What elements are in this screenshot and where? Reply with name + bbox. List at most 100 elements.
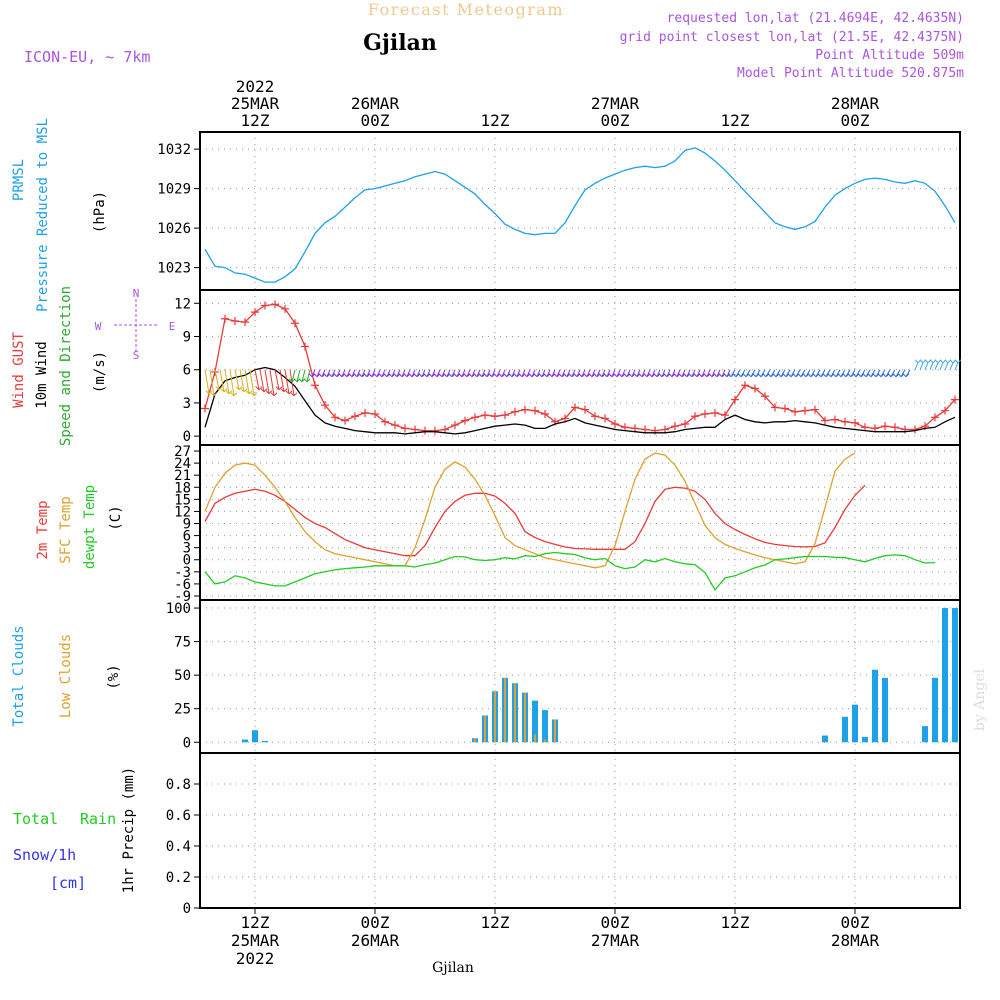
wind-direction-arrow	[264, 369, 273, 395]
y-tick-label: 9	[183, 330, 191, 346]
wind-direction-arrow	[209, 369, 218, 397]
gust-marker	[711, 408, 719, 417]
y-tick-label: -6	[174, 577, 191, 593]
top-time-label: 28MAR	[831, 94, 880, 113]
wind-direction-arrow	[723, 369, 731, 378]
info-model-altitude: Model Point Altitude 520.875m	[737, 66, 964, 81]
y-tick-label: 15	[174, 492, 191, 508]
gust-marker	[521, 405, 529, 414]
gust-marker	[251, 308, 259, 317]
gust-marker	[841, 417, 849, 426]
low-cloud-bar	[514, 683, 516, 743]
gust-marker	[421, 426, 429, 435]
series-line-pressure	[204, 147, 956, 283]
top-time-label: 00Z	[601, 111, 630, 130]
wind-direction-arrow	[249, 369, 258, 397]
gust-marker	[461, 416, 469, 425]
bottom-time-label: 00Z	[601, 913, 630, 932]
low-cloud-bar	[484, 715, 486, 743]
watermark: by Angel	[972, 668, 988, 731]
direction-label: Speed and Direction	[58, 286, 74, 446]
series-line-dewpt-temp	[204, 551, 936, 592]
gust-marker	[691, 412, 699, 421]
y-tick-label: 0	[183, 429, 191, 445]
compass-s: S	[133, 349, 140, 362]
low-clouds-label: Low Clouds	[58, 634, 74, 718]
y-tick-label: 3	[183, 396, 191, 412]
top-time-label: 00Z	[841, 111, 870, 130]
gust-marker	[431, 426, 439, 435]
pressure-unit: (hPa)	[92, 191, 108, 233]
wind-direction-arrow	[289, 369, 298, 397]
wind-direction-arrow	[239, 369, 248, 393]
y-tick-label: 1032	[157, 142, 191, 158]
info-gridpoint: grid point closest lon,lat (21.5E, 42.43…	[620, 30, 964, 45]
y-tick-label: 12	[174, 296, 191, 312]
panel-frame	[199, 752, 961, 909]
gust-marker	[471, 413, 479, 422]
panel-clouds: 0 25 50 75 100	[166, 599, 961, 754]
y-tick-label: 1029	[157, 182, 191, 198]
bottom-time-label: 12Z	[481, 913, 510, 932]
gust-marker	[261, 301, 269, 310]
wind-direction-arrow	[219, 369, 228, 393]
bottom-time-label: 12Z	[721, 913, 750, 932]
total-cloud-bar	[942, 608, 948, 743]
gust-marker	[811, 405, 819, 414]
total-cloud-bar	[862, 736, 868, 743]
y-tick-label: 1026	[157, 221, 191, 237]
gust-marker	[721, 411, 729, 420]
gust-marker	[931, 413, 939, 422]
top-time-label: 12Z	[481, 111, 510, 130]
gust-marker	[511, 407, 519, 416]
precip-rain-label: Rain	[80, 810, 116, 828]
y-tick-label: 75	[174, 635, 191, 651]
gust-marker	[771, 403, 779, 412]
wind-unit: (m/s)	[92, 351, 108, 393]
y-tick-label: -3	[174, 565, 191, 581]
y-tick-label: 0	[183, 553, 191, 569]
gust-marker	[591, 412, 599, 421]
y-tick-label: 24	[174, 456, 191, 472]
gust-marker	[331, 413, 339, 422]
total-cloud-bar	[532, 700, 538, 743]
bottom-time-label: 27MAR	[591, 931, 640, 950]
top-time-label: 25MAR	[231, 94, 280, 113]
top-time-label: 12Z	[721, 111, 750, 130]
y-tick-label: 0	[183, 901, 191, 917]
total-cloud-bar	[872, 669, 878, 743]
gust-marker	[941, 406, 949, 415]
y-tick-label: 0.4	[166, 839, 191, 855]
gust-marker	[391, 421, 399, 430]
panels: 1023102610291032036912NSEW-9-6-303691215…	[95, 132, 962, 917]
total-cloud-bar	[252, 730, 258, 743]
gust-marker	[451, 421, 459, 430]
gust-marker	[891, 423, 899, 432]
gust-marker	[731, 395, 739, 404]
gust-marker	[761, 392, 769, 401]
gust-marker	[291, 319, 299, 328]
top-time-label: 12Z	[241, 111, 270, 130]
gust-marker	[221, 314, 229, 323]
gust-marker	[611, 419, 619, 428]
total-cloud-bar	[242, 739, 248, 743]
gust-marker	[801, 406, 809, 415]
info-requested: requested lon,lat (21.4694E, 42.4635N)	[667, 11, 964, 26]
y-tick-label: 100	[166, 601, 191, 617]
temp-unit: (C)	[108, 505, 124, 530]
footer-station: Gjilan	[432, 960, 474, 976]
precip-total-label: Total	[13, 810, 58, 828]
top-time-label: 2022	[236, 77, 275, 96]
wind-direction-arrow	[204, 369, 213, 395]
dewpoint-label: dewpt Temp	[82, 485, 98, 569]
y-tick-label: 6	[183, 529, 191, 545]
precip-cm-label: [cm]	[50, 874, 86, 892]
y-tick-label: 6	[183, 363, 191, 379]
low-cloud-bar	[474, 738, 476, 743]
total-cloud-bar	[542, 710, 548, 743]
top-time-label: 26MAR	[351, 94, 400, 113]
wind-direction-arrow	[274, 369, 283, 391]
precip-unit: 1hr Precip (mm)	[121, 767, 137, 893]
wind-direction-arrow	[303, 369, 311, 383]
gust-marker	[381, 417, 389, 426]
